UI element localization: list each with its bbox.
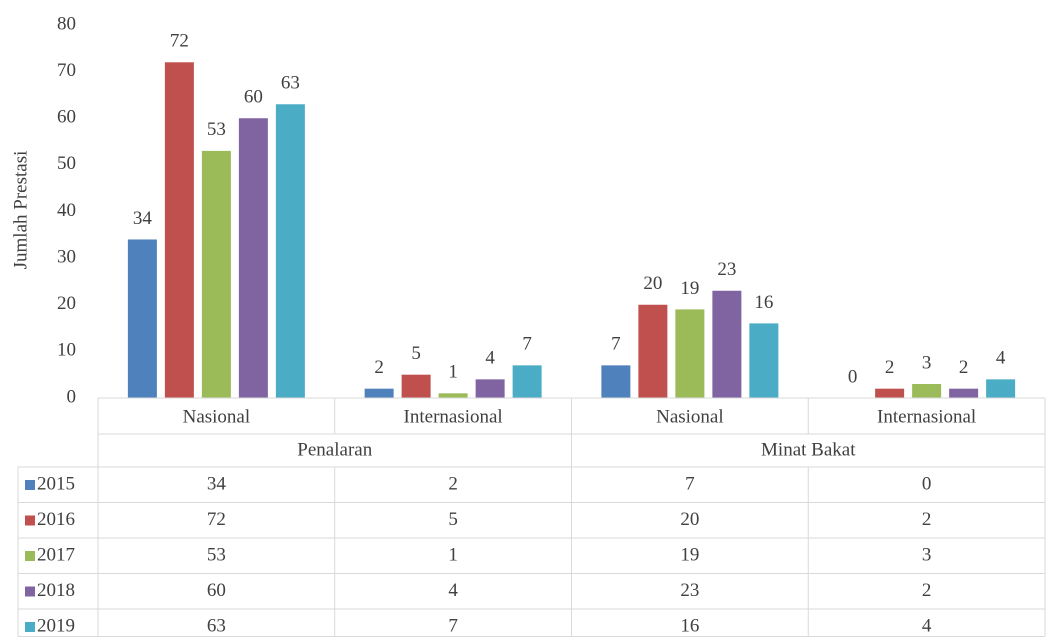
bar [401, 374, 431, 398]
data-label: 0 [848, 366, 858, 387]
y-tick-label: 60 [57, 107, 76, 128]
table-cell: 34 [207, 473, 227, 494]
legend-label: 2019 [37, 615, 75, 636]
table-cell: 2 [922, 509, 932, 530]
data-label: 19 [680, 278, 699, 299]
legend-label: 2015 [37, 473, 75, 494]
table-cell: 53 [207, 544, 226, 565]
legend-key [25, 622, 35, 632]
table-cell: 2 [448, 473, 458, 494]
data-label: 34 [133, 208, 153, 229]
data-label: 3 [922, 352, 932, 373]
data-label: 5 [411, 343, 421, 364]
bar [164, 62, 194, 399]
table-cell: 19 [680, 544, 699, 565]
data-label: 53 [207, 119, 226, 140]
data-label: 2 [885, 357, 895, 378]
bar [438, 393, 468, 398]
table-cell: 4 [448, 580, 458, 601]
legend-label: 2018 [37, 580, 75, 601]
table-cell: 1 [448, 544, 458, 565]
data-label: 20 [643, 273, 662, 294]
bar [675, 309, 705, 398]
y-tick-label: 50 [57, 153, 76, 174]
y-tick-label: 30 [57, 246, 76, 267]
legend-key [25, 586, 35, 597]
data-label: 2 [374, 357, 384, 378]
table-cell: 2 [922, 580, 932, 601]
legend-label: 2016 [37, 509, 75, 530]
x-tick-label: Internasional [404, 406, 503, 427]
table-cell: 7 [448, 615, 458, 636]
legend-label: 2017 [37, 544, 75, 565]
table-cell: 0 [922, 473, 932, 494]
table-cell: 60 [207, 580, 226, 601]
x-tick-label: Nasional [183, 406, 251, 427]
bar [127, 239, 157, 398]
bar [638, 304, 668, 398]
y-tick-label: 40 [57, 200, 76, 221]
table-cell: 23 [680, 580, 699, 601]
table-cell: 3 [922, 544, 932, 565]
data-label: 4 [996, 348, 1006, 369]
legend-key [25, 480, 35, 490]
bar [949, 388, 979, 398]
y-tick-label: 20 [57, 293, 76, 314]
data-label: 72 [170, 31, 189, 52]
bar [364, 388, 394, 398]
table-cell: 4 [922, 615, 932, 636]
bar [986, 379, 1016, 398]
group-label: Minat Bakat [761, 439, 856, 460]
bar [512, 365, 542, 398]
bar [238, 118, 268, 398]
data-label: 4 [485, 348, 495, 369]
legend-key [25, 515, 35, 526]
x-tick-label: Nasional [656, 406, 724, 427]
table-cell: 63 [207, 615, 226, 636]
y-tick-label: 0 [67, 386, 77, 407]
data-label: 2 [959, 357, 969, 378]
group-label: Penalaran [297, 439, 372, 460]
y-tick-label: 80 [57, 13, 76, 34]
data-label: 63 [281, 73, 300, 94]
bar [601, 365, 631, 398]
bar [712, 290, 742, 398]
legend-key [25, 551, 35, 561]
bar [475, 379, 505, 398]
bar [912, 384, 942, 398]
data-label: 16 [754, 292, 773, 313]
bar [201, 150, 231, 398]
bar [275, 104, 305, 398]
table-cell: 5 [448, 509, 458, 530]
data-label: 7 [611, 334, 621, 355]
bar [875, 388, 905, 398]
y-axis-label: Jumlah Prestasi [10, 151, 31, 270]
data-label: 7 [522, 334, 532, 355]
x-tick-label: Internasional [877, 406, 976, 427]
y-tick-label: 70 [57, 60, 76, 81]
table-cell: 7 [685, 473, 695, 494]
bar [749, 323, 779, 398]
table-cell: 72 [207, 509, 226, 530]
table-cell: 20 [680, 509, 699, 530]
y-tick-label: 10 [57, 340, 76, 361]
data-label: 23 [717, 259, 736, 280]
table-cell: 16 [680, 615, 699, 636]
data-label: 60 [244, 87, 263, 108]
data-label: 1 [448, 362, 458, 383]
